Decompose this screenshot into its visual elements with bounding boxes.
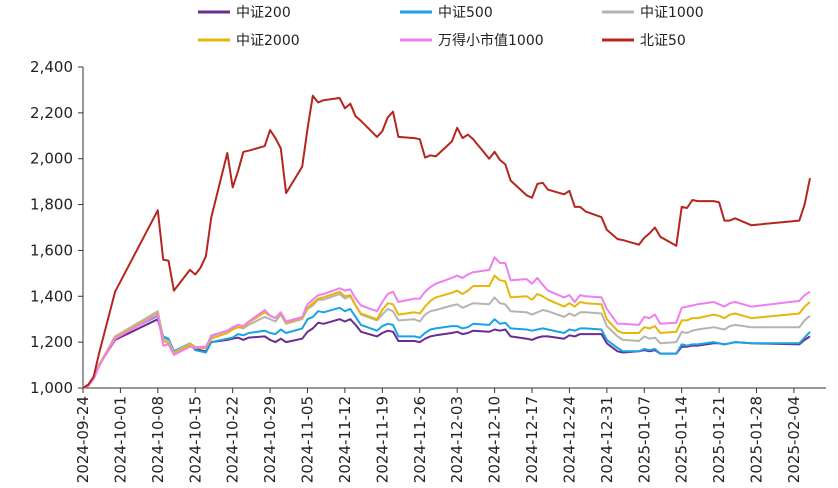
y-tick-label: 2,000	[30, 150, 73, 168]
x-tick-label: 2024-12-31	[598, 396, 616, 483]
y-tick-label: 1,400	[30, 287, 73, 305]
y-tick-label: 1,200	[30, 333, 73, 351]
x-tick-label: 2024-11-12	[336, 396, 354, 483]
x-tick-label: 2024-10-01	[111, 396, 129, 483]
x-tick-label: 2024-12-10	[486, 396, 504, 483]
x-tick-label: 2024-10-22	[224, 396, 242, 483]
y-axis: 1,000 1,200 1,400 1,600 1,800 2,000 2,200 2,400	[30, 58, 84, 397]
legend-label-3: 中证2000	[236, 33, 300, 49]
y-tick-label: 1,000	[30, 379, 73, 397]
x-tick-label: 2024-09-24	[74, 396, 92, 483]
series-line-2	[82, 293, 811, 389]
legend-label-1: 中证500	[438, 5, 493, 21]
legend-label-4: 万得小市值1000	[438, 32, 544, 49]
y-tick-label: 2,200	[30, 104, 73, 122]
y-tick-label: 1,800	[30, 196, 73, 214]
legend: 中证200 中证500 中证1000 中证2000 万得小市值1000 北证50	[198, 5, 704, 49]
series-line-4	[82, 256, 811, 389]
x-tick-label: 2024-12-17	[523, 396, 541, 483]
x-tick-label: 2024-12-24	[560, 396, 578, 483]
legend-label-0: 中证200	[236, 5, 291, 21]
x-tick-label: 2024-11-19	[373, 396, 391, 483]
x-tick-label: 2024-10-08	[149, 396, 167, 483]
legend-label-5: 北证50	[640, 33, 686, 49]
x-tick-label: 2025-01-21	[710, 396, 728, 483]
plot-area	[82, 94, 811, 389]
series-line-5	[82, 94, 811, 389]
y-tick-label: 1,600	[30, 241, 73, 259]
x-tick-label: 2024-10-15	[186, 396, 204, 483]
x-tick-label: 2025-01-07	[635, 396, 653, 483]
legend-label-2: 中证1000	[640, 5, 704, 21]
x-tick-label: 2024-11-05	[299, 396, 317, 483]
series-line-1	[82, 306, 811, 389]
x-axis: 2024-09-24 2024-10-01 2024-10-08 2024-10-15…	[74, 387, 826, 483]
x-tick-label: 2025-02-04	[785, 396, 803, 483]
y-tick-label: 2,400	[30, 58, 73, 76]
x-tick-label: 2024-11-26	[411, 396, 429, 483]
x-tick-label: 2025-01-14	[673, 396, 691, 483]
x-tick-label: 2025-01-28	[748, 396, 766, 483]
x-tick-label: 2024-10-29	[261, 396, 279, 483]
x-tick-label: 2024-12-03	[448, 396, 466, 483]
series-line-3	[82, 274, 811, 389]
